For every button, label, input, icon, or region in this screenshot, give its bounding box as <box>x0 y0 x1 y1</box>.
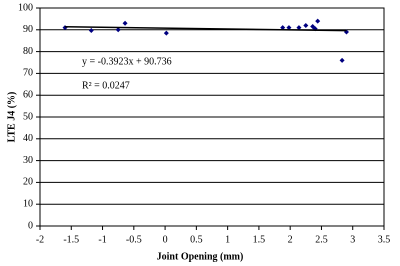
y-tick-label: 30 <box>23 155 33 166</box>
trendline <box>65 25 347 32</box>
x-tick-label: 2.5 <box>315 234 328 245</box>
y-tick-label: 60 <box>23 89 33 100</box>
data-point <box>163 30 169 36</box>
data-point <box>315 18 321 24</box>
y-tick-label: 20 <box>23 177 33 188</box>
data-point <box>88 27 94 33</box>
x-tick-label: -2 <box>36 234 44 245</box>
x-axis-title: Joint Opening (mm) <box>157 251 244 262</box>
y-tick-label: 70 <box>23 68 33 79</box>
y-tick-label: 0 <box>28 220 33 231</box>
data-point <box>303 22 309 28</box>
data-point <box>115 27 121 33</box>
data-point <box>286 25 292 31</box>
x-tick-label: 1.5 <box>253 234 266 245</box>
x-tick-label: -0.5 <box>126 234 142 245</box>
y-tick-label: 100 <box>18 2 33 13</box>
x-tick-label: 3 <box>350 234 355 245</box>
y-tick-label: 50 <box>23 111 33 122</box>
plot-border <box>39 7 385 227</box>
x-tick-label: -1.5 <box>63 234 79 245</box>
y-tick-label: 40 <box>23 133 33 144</box>
x-tick-label: 0 <box>163 234 168 245</box>
y-tick-label: 10 <box>23 198 33 209</box>
y-tick-label: 90 <box>23 24 33 35</box>
x-tick-label: -1 <box>98 234 106 245</box>
y-tick-label: 80 <box>23 46 33 57</box>
annotation: R² = 0.0247 <box>82 80 130 91</box>
data-point <box>280 25 286 31</box>
data-point <box>296 25 302 31</box>
x-tick-label: 3.5 <box>378 234 391 245</box>
x-tick-label: 1 <box>225 234 230 245</box>
x-tick-label: 0.5 <box>190 234 203 245</box>
data-point <box>339 57 345 63</box>
annotation: y = -0.3923x + 90.736 <box>82 56 172 67</box>
x-tick-label: 2 <box>288 234 293 245</box>
y-axis-title: LTE J4 (%) <box>6 92 17 143</box>
data-point <box>122 20 128 26</box>
